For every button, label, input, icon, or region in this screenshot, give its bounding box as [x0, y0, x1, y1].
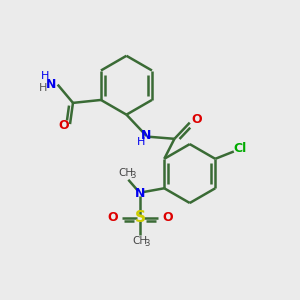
Text: O: O: [191, 112, 202, 126]
Text: O: O: [108, 211, 118, 224]
Text: Cl: Cl: [233, 142, 246, 155]
Text: N: N: [141, 129, 152, 142]
Text: 3: 3: [130, 170, 135, 179]
Text: O: O: [162, 211, 172, 224]
Text: H: H: [39, 82, 48, 93]
Text: N: N: [46, 77, 56, 91]
Text: O: O: [59, 119, 70, 132]
Text: CH: CH: [133, 236, 148, 246]
Text: S: S: [135, 210, 146, 225]
Text: CH: CH: [118, 168, 134, 178]
Text: H: H: [136, 137, 145, 147]
Text: 3: 3: [144, 238, 150, 247]
Text: H: H: [40, 71, 49, 81]
Text: N: N: [135, 187, 145, 200]
